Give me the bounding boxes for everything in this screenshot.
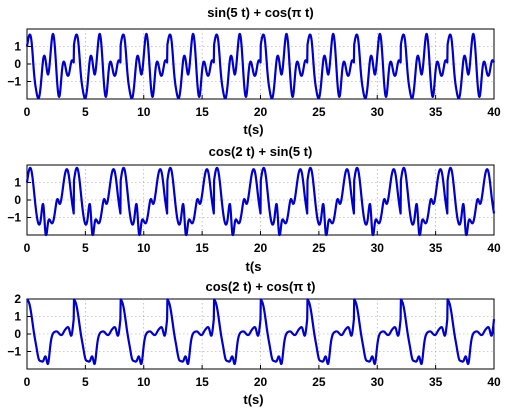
y-tick-label: 1 (14, 310, 21, 324)
chart-title: sin(5 t) + cos(π t) (207, 5, 313, 20)
x-tick-label: 0 (24, 105, 31, 119)
x-tick-label: 10 (137, 241, 151, 255)
series-line (25, 32, 495, 100)
y-tick-label: 0 (14, 193, 21, 207)
series-line (25, 166, 496, 237)
x-tick-label: 20 (254, 375, 268, 389)
subplot-3: 0 5 10 15 20 25 30 35 40 −1 0 1 2 cos(2 t) + cos(π t)… (7, 279, 501, 407)
x-tick-label: 20 (254, 241, 268, 255)
x-tick-label: 15 (195, 105, 209, 119)
x-tick-label: 0 (24, 241, 31, 255)
x-tick-label: 25 (312, 375, 326, 389)
x-tick-label: 30 (371, 241, 385, 255)
chart-title: cos(2 t) + sin(5 t) (209, 144, 313, 159)
x-tick-label: 40 (487, 241, 501, 255)
y-tick-label: 1 (14, 40, 21, 54)
x-tick-label: 10 (137, 105, 151, 119)
series-line (26, 298, 496, 366)
x-tick-label: 25 (312, 241, 326, 255)
x-tick-label: 15 (195, 241, 209, 255)
x-tick-label: 40 (487, 105, 501, 119)
y-tick-label: 1 (14, 176, 21, 190)
x-tick-label: 35 (429, 105, 443, 119)
x-tick-label: 40 (487, 375, 501, 389)
subplot-1: 0 5 10 15 20 25 30 35 40 −1 0 1 sin(5 t) + cos(π t) t… (7, 5, 501, 137)
y-tick-label: −1 (7, 75, 21, 89)
x-tick-label: 35 (429, 241, 443, 255)
x-tick-label: 30 (371, 375, 385, 389)
chart-title: cos(2 t) + cos(π t) (206, 279, 316, 294)
x-tick-label: 20 (254, 105, 268, 119)
x-axis-label: t(s (246, 259, 262, 274)
x-tick-label: 35 (429, 375, 443, 389)
x-axis-label: t(s) (243, 122, 263, 137)
x-tick-label: 25 (312, 105, 326, 119)
y-tick-label: −1 (7, 345, 21, 359)
subplot-2: 0 5 10 15 20 25 30 35 40 −1 0 1 cos(2 t) + sin(5 t) t… (7, 144, 501, 274)
x-axis-label: t(s) (243, 392, 263, 407)
x-tick-label: 5 (82, 105, 89, 119)
y-tick-label: −1 (7, 211, 21, 225)
x-tick-label: 15 (195, 375, 209, 389)
y-tick-label: 0 (14, 57, 21, 71)
x-tick-label: 30 (371, 105, 385, 119)
y-tick-label: 0 (14, 327, 21, 341)
x-tick-label: 5 (82, 241, 89, 255)
x-tick-label: 5 (82, 375, 89, 389)
y-tick-label: 2 (14, 292, 21, 306)
x-tick-label: 0 (24, 375, 31, 389)
x-tick-label: 10 (137, 375, 151, 389)
